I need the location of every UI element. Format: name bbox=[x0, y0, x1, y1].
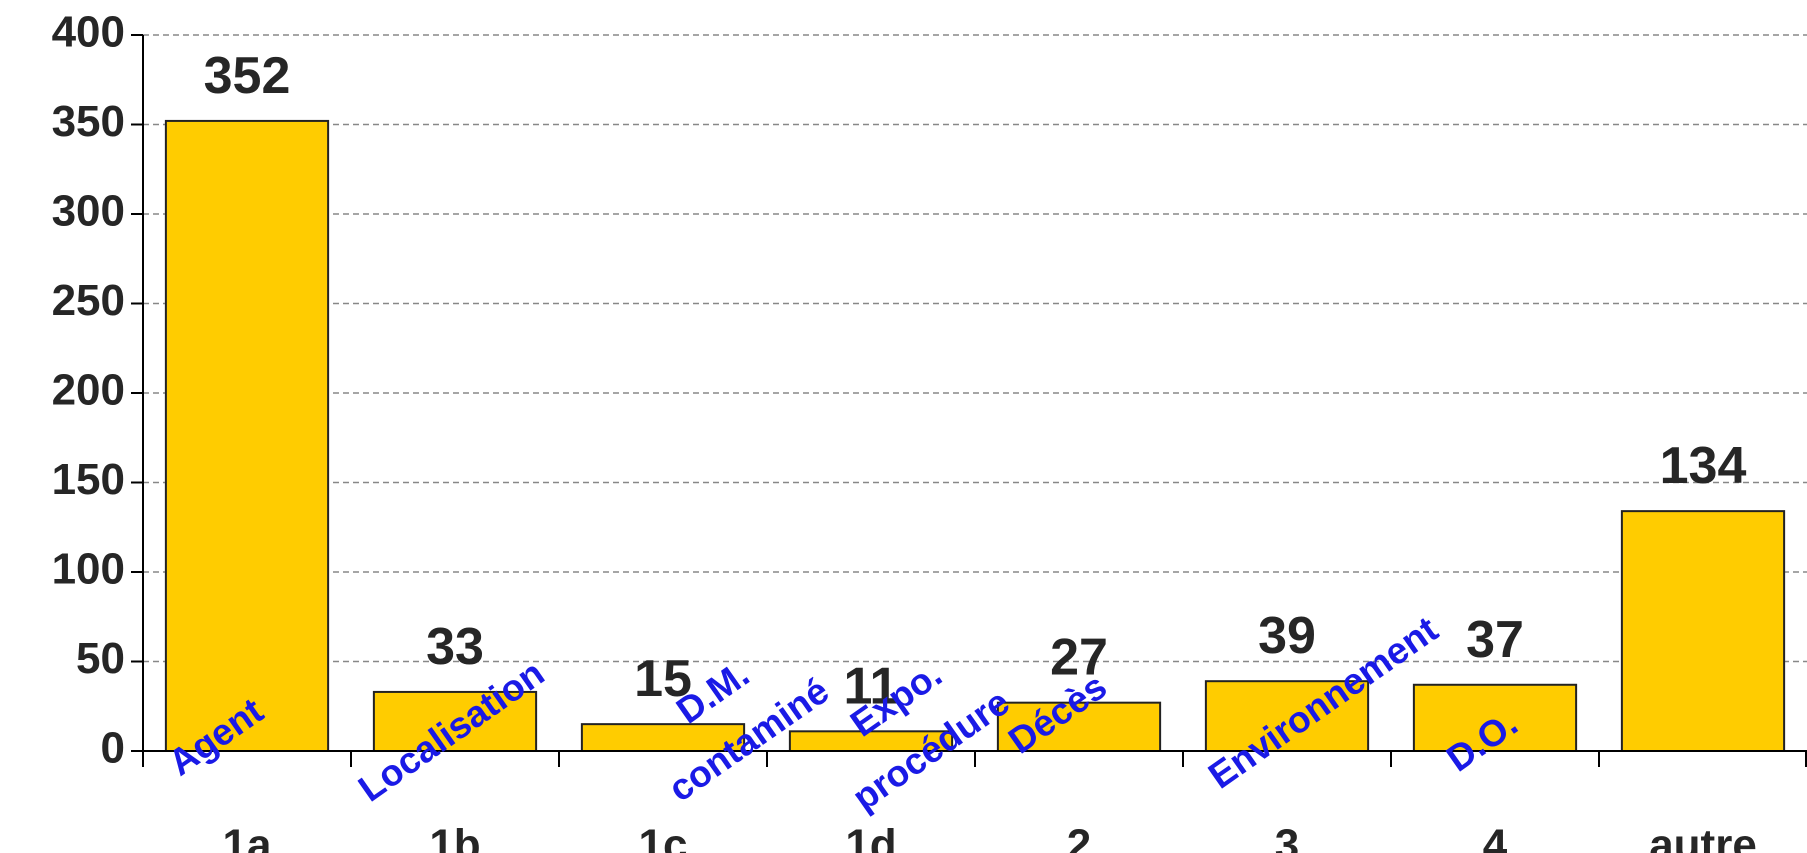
value-label: 27 bbox=[1050, 629, 1108, 687]
bar bbox=[580, 723, 746, 753]
y-tick-label: 400 bbox=[52, 8, 125, 57]
value-label: 33 bbox=[426, 618, 484, 676]
bar bbox=[1412, 683, 1578, 753]
value-label: 15 bbox=[634, 650, 692, 708]
bar bbox=[1620, 510, 1786, 753]
bar bbox=[996, 701, 1162, 752]
x-tick-label: 1a bbox=[223, 821, 272, 853]
bar bbox=[164, 119, 330, 753]
y-tick-label: 50 bbox=[76, 634, 125, 683]
value-label: 352 bbox=[204, 47, 291, 105]
value-label: 134 bbox=[1660, 437, 1747, 495]
y-tick-label: 200 bbox=[52, 366, 125, 415]
y-tick-label: 300 bbox=[52, 187, 125, 236]
x-tick-label: 1b bbox=[429, 821, 480, 853]
value-label: 39 bbox=[1258, 607, 1316, 665]
x-tick-label: 3 bbox=[1275, 821, 1299, 853]
bar bbox=[372, 690, 538, 752]
y-tick-label: 100 bbox=[52, 545, 125, 594]
x-tick-label: 1c bbox=[639, 821, 688, 853]
x-tick-label: 2 bbox=[1067, 821, 1091, 853]
x-tick-label: 4 bbox=[1483, 821, 1508, 853]
value-label: 37 bbox=[1466, 611, 1524, 669]
y-tick-label: 250 bbox=[52, 276, 125, 325]
y-tick-label: 350 bbox=[52, 97, 125, 146]
y-tick-label: 150 bbox=[52, 455, 125, 504]
x-tick-label: 1d bbox=[845, 821, 896, 853]
x-tick-label: autre bbox=[1649, 821, 1757, 853]
value-label: 11 bbox=[844, 657, 899, 715]
y-tick-label: 0 bbox=[101, 724, 125, 773]
